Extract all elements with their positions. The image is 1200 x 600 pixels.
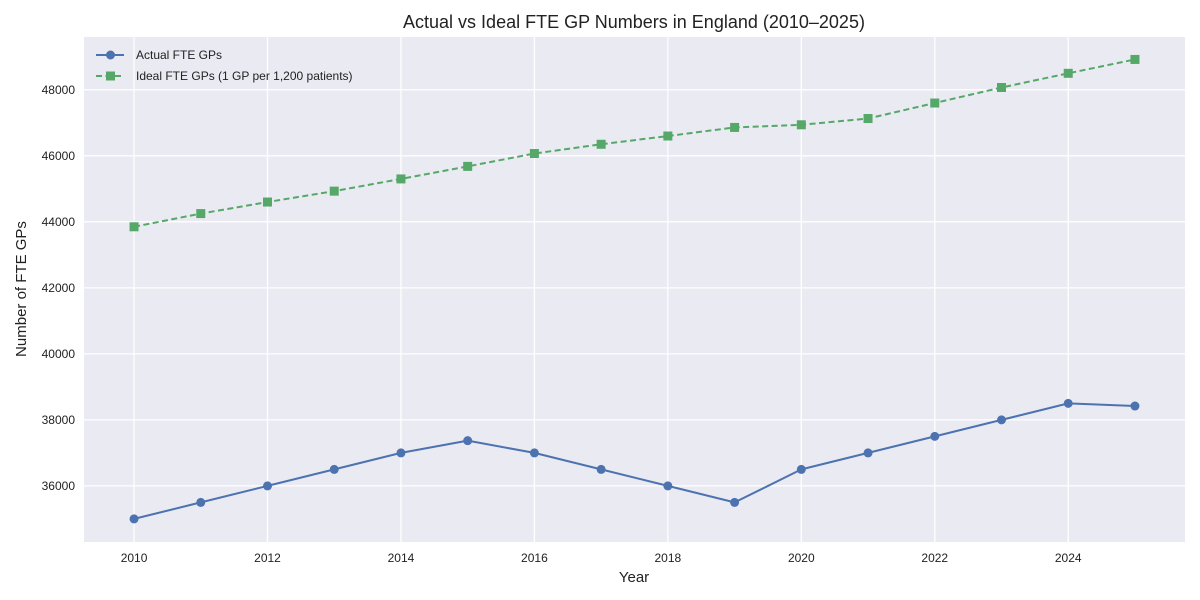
legend-item: Ideal FTE GPs (1 GP per 1,200 patients) <box>96 69 353 83</box>
y-axis-label: Number of FTE GPs <box>13 221 30 357</box>
y-tick-label: 36000 <box>42 479 76 493</box>
legend-label: Ideal FTE GPs (1 GP per 1,200 patients) <box>136 69 353 83</box>
data-point-marker <box>463 436 473 446</box>
data-point-marker <box>863 114 873 124</box>
series-2 <box>129 54 1140 232</box>
data-point-marker <box>596 139 606 149</box>
data-point-marker <box>1130 401 1140 411</box>
data-point-marker <box>196 209 206 219</box>
series-1 <box>129 398 1140 524</box>
data-point-marker <box>329 464 339 474</box>
series-line <box>133 402 1135 520</box>
data-point-marker <box>196 497 206 507</box>
y-axis-ticks: 36000 38000 40000 42000 44000 46000 48000 <box>42 83 76 493</box>
legend-marker <box>106 50 115 60</box>
data-point-marker <box>596 464 606 474</box>
data-point-marker <box>129 222 139 232</box>
data-point-marker <box>529 448 539 458</box>
data-point-marker <box>463 161 473 171</box>
data-point-marker <box>129 514 139 524</box>
data-point-marker <box>997 83 1006 92</box>
y-tick-label: 42000 <box>42 281 76 295</box>
x-axis-label: Year <box>619 569 649 586</box>
data-point-marker <box>730 122 740 132</box>
legend-marker <box>106 71 115 81</box>
data-point-marker <box>329 186 339 196</box>
legend: Actual FTE GPs Ideal FTE GPs (1 GP per 1,… <box>96 48 353 83</box>
data-point-marker <box>1063 398 1073 408</box>
y-tick-label: 48000 <box>42 83 76 97</box>
y-tick-label: 38000 <box>42 413 76 427</box>
series-layer <box>129 54 1140 524</box>
x-tick-label: 2020 <box>788 551 815 565</box>
legend-label: Actual FTE GPs <box>136 48 222 62</box>
x-tick-label: 2010 <box>121 551 148 565</box>
data-point-marker <box>863 448 873 458</box>
y-tick-label: 46000 <box>42 149 76 163</box>
data-point-marker <box>1063 68 1073 78</box>
x-tick-label: 2014 <box>388 551 415 565</box>
x-tick-label: 2018 <box>655 551 682 565</box>
data-point-marker <box>663 481 673 491</box>
data-point-marker <box>263 481 272 491</box>
series-line <box>133 58 1136 228</box>
y-tick-label: 44000 <box>42 215 76 229</box>
data-point-marker <box>796 120 806 130</box>
legend-item: Actual FTE GPs <box>96 48 222 62</box>
y-tick-label: 40000 <box>42 347 76 361</box>
data-point-marker <box>529 149 539 159</box>
data-point-marker <box>663 131 673 141</box>
x-tick-label: 2016 <box>521 551 548 565</box>
x-axis-ticks: 2010 2012 2014 2016 2018 2020 2022 2024 <box>121 551 1082 565</box>
x-tick-label: 2012 <box>254 551 281 565</box>
data-point-marker <box>396 448 406 458</box>
data-point-marker <box>730 497 740 507</box>
data-point-marker <box>796 464 806 474</box>
data-point-marker <box>997 415 1006 425</box>
data-point-marker <box>930 98 940 108</box>
data-point-marker <box>396 174 406 184</box>
plot-area <box>84 37 1185 542</box>
x-tick-label: 2024 <box>1055 551 1082 565</box>
data-point-marker <box>1130 54 1140 64</box>
data-point-marker <box>263 197 272 207</box>
x-tick-label: 2022 <box>921 551 948 565</box>
data-point-marker <box>930 431 940 441</box>
chart-title: Actual vs Ideal FTE GP Numbers in Englan… <box>403 12 865 32</box>
